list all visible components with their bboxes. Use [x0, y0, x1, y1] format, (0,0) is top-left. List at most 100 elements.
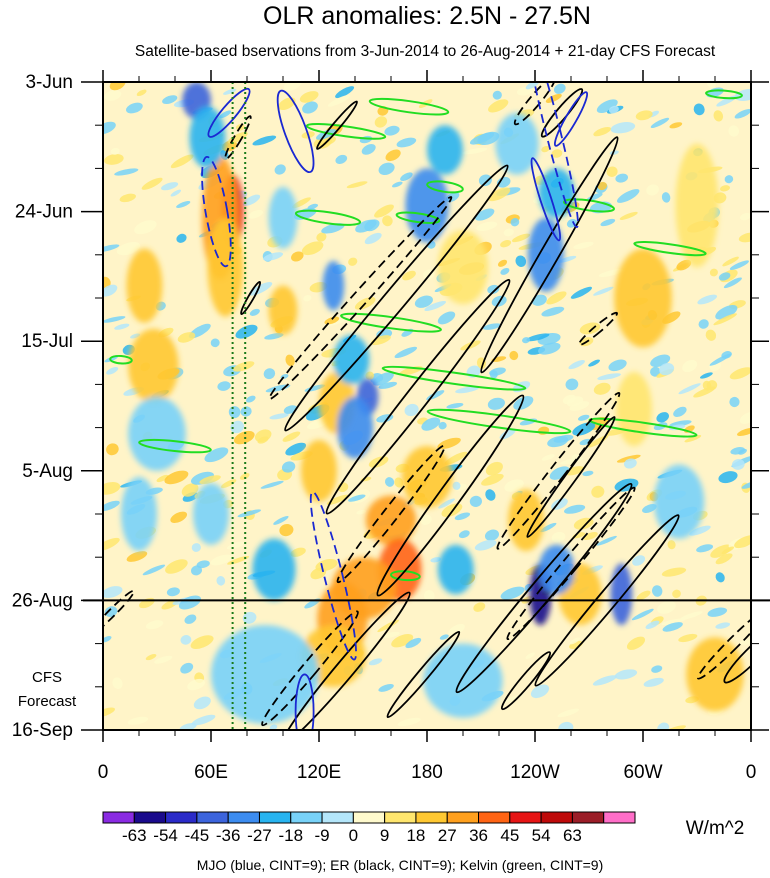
anomaly-cell [191, 714, 216, 726]
anomaly-blob [252, 538, 296, 601]
anomaly-cell [145, 654, 157, 661]
anomaly-cell [608, 359, 627, 372]
anomaly-cell [361, 144, 376, 155]
x-tick-label: 0 [98, 762, 109, 783]
anomaly-cell [199, 475, 221, 485]
anomaly-cell [573, 241, 594, 250]
anomaly-cell [444, 451, 468, 465]
anomaly-cell [384, 477, 395, 487]
anomaly-cell [709, 268, 718, 277]
colorbar-label: 54 [532, 826, 551, 845]
anomaly-cell [482, 323, 502, 330]
anomaly-cell [484, 529, 500, 541]
anomaly-blob [301, 439, 337, 502]
anomaly-cell [500, 240, 512, 248]
anomaly-cell [707, 607, 728, 617]
colorbar-swatch [478, 811, 511, 824]
anomaly-cell [661, 618, 686, 626]
anomaly-cell [593, 126, 612, 137]
y-tick-label: 24-Jun [15, 202, 73, 223]
anomaly-cell [370, 335, 391, 346]
anomaly-cell [239, 472, 250, 480]
anomaly-cell [279, 524, 294, 537]
anomaly-cell [631, 608, 654, 621]
anomaly-blob [121, 476, 157, 552]
anomaly-cell [473, 602, 486, 612]
anomaly-cell [396, 137, 417, 148]
anomaly-cell [500, 267, 510, 275]
anomaly-blob [193, 483, 229, 545]
kelvin-contour [426, 180, 464, 194]
anomaly-cell [364, 232, 382, 245]
colorbar-units: W/m^2 [686, 818, 745, 839]
anomaly-cell [246, 395, 256, 403]
anomaly-blob [610, 563, 633, 626]
anomaly-cell [626, 636, 646, 650]
anomaly-cell [551, 531, 566, 543]
mjo-contour [294, 673, 315, 730]
anomaly-cell [265, 384, 291, 393]
anomaly-cell [242, 611, 257, 624]
anomaly-cell [572, 422, 596, 436]
anomaly-cell [269, 413, 289, 420]
anomaly-cell [263, 252, 284, 261]
plot-area [103, 82, 751, 730]
anomaly-cell [223, 88, 237, 95]
er-contour [578, 311, 618, 346]
anomaly-cell [190, 635, 214, 649]
anomaly-cell [558, 721, 574, 730]
anomaly-cell [452, 481, 461, 490]
anomaly-cell [511, 233, 531, 243]
anomaly-cell [650, 117, 670, 128]
er-contour [696, 607, 751, 680]
colorbar-swatch [321, 811, 354, 824]
anomaly-cell [170, 511, 188, 524]
anomaly-cell [180, 662, 194, 674]
anomaly-cell [715, 572, 725, 583]
reference-lines [231, 82, 247, 730]
anomaly-blob [675, 143, 719, 268]
anomaly-cell [662, 622, 683, 632]
anomaly-cell [400, 172, 413, 182]
anomaly-cell [372, 372, 394, 386]
anomaly-cell [569, 401, 590, 411]
anomaly-cell [551, 149, 563, 158]
anomaly-cell [346, 181, 368, 189]
mjo-contour [201, 155, 232, 268]
colorbar-label: -36 [216, 826, 241, 845]
colorbar-swatch [571, 811, 605, 824]
anomaly-cell [610, 122, 636, 134]
er-contour [480, 136, 619, 374]
anomaly-blob [268, 186, 298, 249]
colorbar-swatch [102, 811, 135, 824]
anomaly-cell [103, 284, 118, 297]
anomaly-cell [710, 544, 732, 558]
anomaly-cell [474, 539, 497, 551]
anomaly-cell [116, 241, 141, 256]
anomaly-cell [378, 683, 394, 692]
colorbar-label: -63 [122, 826, 147, 845]
anomaly-cell [184, 614, 197, 624]
anomaly-cell [404, 403, 419, 417]
anomaly-cell [738, 232, 751, 243]
anomaly-cell [438, 498, 455, 509]
anomaly-cell [282, 431, 301, 442]
anomaly-cell [696, 544, 714, 553]
er-contour [506, 486, 636, 641]
anomaly-blob [538, 168, 575, 218]
x-tick-label: 0 [746, 762, 757, 783]
anomaly-cell [136, 89, 147, 97]
anomaly-cell [509, 350, 519, 361]
anomaly-cell [624, 458, 637, 469]
anomaly-cell [500, 586, 525, 600]
anomaly-cell [196, 560, 210, 569]
anomaly-cell [327, 94, 351, 107]
anomaly-cell [242, 194, 261, 206]
anomaly-blob [189, 106, 226, 169]
anomaly-cell [564, 504, 586, 514]
anomaly-cell [326, 494, 349, 505]
anomaly-cell [391, 181, 403, 188]
anomaly-cell [547, 436, 569, 448]
anomaly-cell [693, 386, 716, 398]
anomaly-cell [228, 406, 241, 419]
